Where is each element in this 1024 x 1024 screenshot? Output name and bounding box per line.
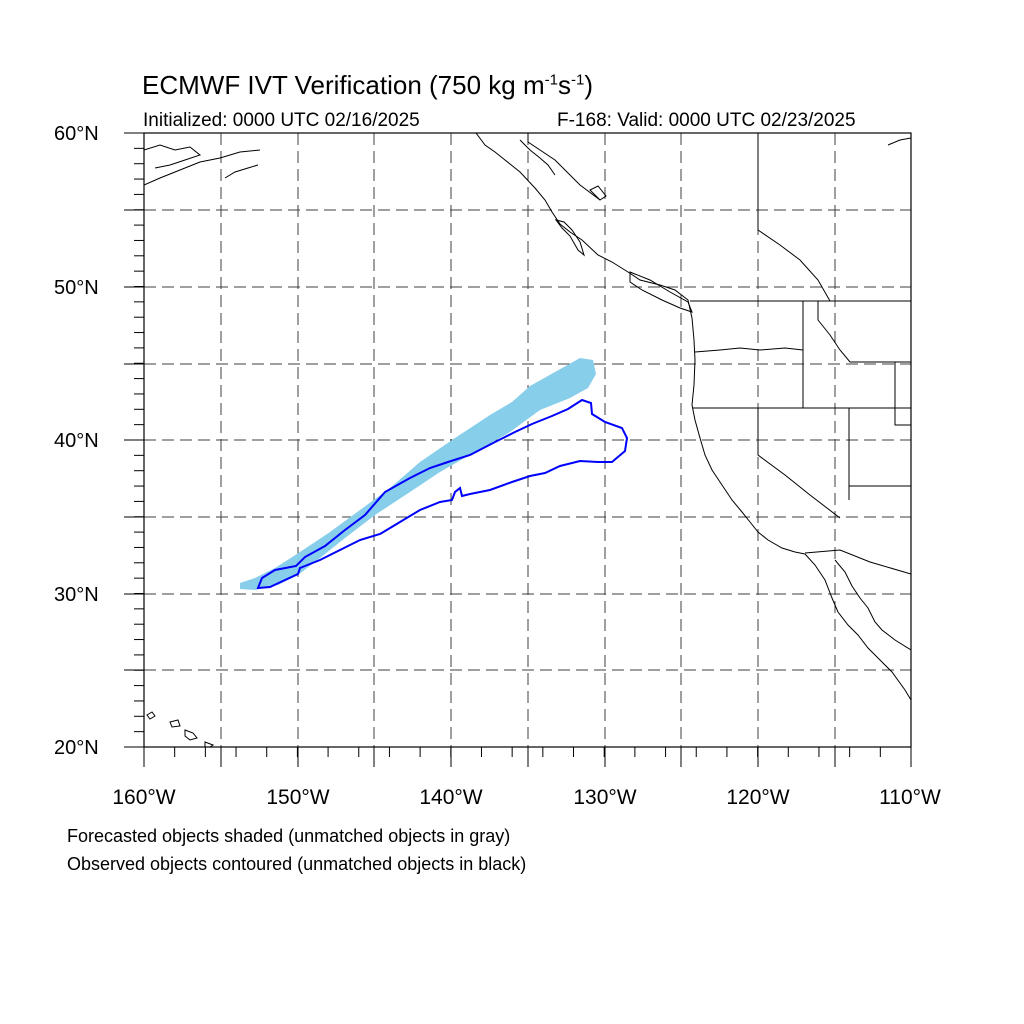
- lon-label-150w: 150°W: [266, 786, 330, 809]
- chart-title: ECMWF IVT Verification (750 kg m-1s-1): [142, 70, 593, 100]
- lon-label-120w: 120°W: [726, 786, 790, 809]
- boundaries: [527, 133, 911, 575]
- lon-label-130w: 130°W: [573, 786, 637, 809]
- footer-forecast-note: Forecasted objects shaded (unmatched obj…: [67, 826, 511, 846]
- axis-minor-ticks: [134, 132, 912, 757]
- lon-label-160w: 160°W: [112, 786, 176, 809]
- lat-label-20n: 20°N: [54, 737, 99, 759]
- lat-label-50n: 50°N: [54, 277, 99, 299]
- footer-observed-note: Observed objects contoured (unmatched ob…: [67, 854, 527, 874]
- lon-label-110w: 110°W: [879, 786, 941, 809]
- axis-ticks: [124, 132, 912, 767]
- valid-time-label: F-168: Valid: 0000 UTC 02/23/2025: [557, 110, 856, 131]
- initialized-label: Initialized: 0000 UTC 02/16/2025: [143, 110, 420, 131]
- lat-label-30n: 30°N: [54, 584, 99, 606]
- lat-label-40n: 40°N: [54, 430, 99, 452]
- lon-label-140w: 140°W: [419, 786, 483, 809]
- observed-ivt-contour: [256, 398, 629, 590]
- coastlines: [144, 133, 911, 747]
- graticule: [144, 133, 911, 747]
- lat-label-60n: 60°N: [54, 123, 99, 145]
